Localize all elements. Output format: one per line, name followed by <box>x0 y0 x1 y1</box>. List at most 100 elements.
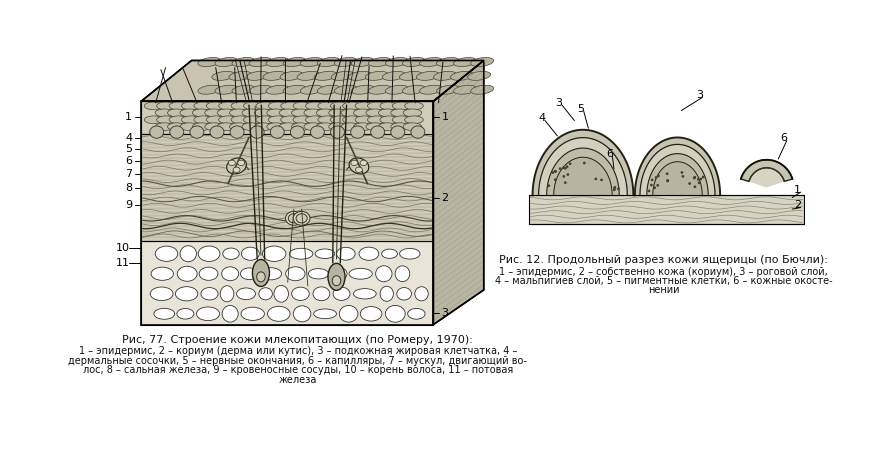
Ellipse shape <box>300 85 324 94</box>
Ellipse shape <box>288 214 299 223</box>
Polygon shape <box>538 138 628 195</box>
Ellipse shape <box>367 116 386 123</box>
Text: 1: 1 <box>794 185 801 195</box>
Ellipse shape <box>417 72 440 80</box>
Ellipse shape <box>382 249 398 258</box>
Ellipse shape <box>232 85 255 94</box>
Ellipse shape <box>260 268 282 280</box>
Ellipse shape <box>397 287 411 300</box>
Text: 1 – эпидермис, 2 – собственно кожа (кориум), 3 – роговой слой,: 1 – эпидермис, 2 – собственно кожа (кори… <box>499 267 828 277</box>
Ellipse shape <box>268 116 287 123</box>
Polygon shape <box>647 154 708 195</box>
Text: 2: 2 <box>442 192 449 202</box>
Polygon shape <box>528 61 804 246</box>
Ellipse shape <box>240 268 257 280</box>
Ellipse shape <box>334 85 358 94</box>
Ellipse shape <box>351 85 375 94</box>
Ellipse shape <box>263 72 286 80</box>
Text: дермальные сосочки, 5 – нервные окончания, 6 – капилляры, 7 – мускул, двигающий : дермальные сосочки, 5 – нервные окончани… <box>68 356 527 366</box>
Text: нении: нении <box>648 285 679 295</box>
Ellipse shape <box>391 123 409 130</box>
Ellipse shape <box>385 57 409 67</box>
Ellipse shape <box>290 248 313 259</box>
Ellipse shape <box>190 126 204 138</box>
Ellipse shape <box>270 126 284 138</box>
Ellipse shape <box>380 286 393 301</box>
Circle shape <box>654 176 657 179</box>
Ellipse shape <box>392 102 411 110</box>
Polygon shape <box>640 145 715 195</box>
Circle shape <box>567 173 569 176</box>
Circle shape <box>553 178 557 181</box>
Circle shape <box>562 167 565 169</box>
Ellipse shape <box>317 57 341 67</box>
Text: 10: 10 <box>115 242 130 252</box>
Ellipse shape <box>383 72 405 80</box>
Circle shape <box>613 187 616 190</box>
Polygon shape <box>141 61 484 101</box>
Ellipse shape <box>181 102 200 110</box>
Ellipse shape <box>375 266 392 282</box>
Circle shape <box>666 179 669 182</box>
Circle shape <box>554 170 557 173</box>
Ellipse shape <box>169 116 188 123</box>
Ellipse shape <box>405 116 423 123</box>
Ellipse shape <box>243 116 262 123</box>
Ellipse shape <box>285 212 302 225</box>
Ellipse shape <box>355 116 374 123</box>
Ellipse shape <box>333 287 350 300</box>
Ellipse shape <box>367 102 386 110</box>
Ellipse shape <box>181 116 200 123</box>
Ellipse shape <box>232 57 255 67</box>
Ellipse shape <box>250 126 264 138</box>
Ellipse shape <box>350 160 358 166</box>
Ellipse shape <box>177 266 197 281</box>
Ellipse shape <box>167 123 186 130</box>
Text: Рис. 12. Продольный разрез кожи ящерицы (по Бючли):: Рис. 12. Продольный разрез кожи ящерицы … <box>499 255 828 265</box>
Polygon shape <box>653 162 702 195</box>
Ellipse shape <box>330 102 349 110</box>
Ellipse shape <box>238 160 245 166</box>
Polygon shape <box>533 130 633 195</box>
Text: 1: 1 <box>442 112 449 122</box>
Ellipse shape <box>451 72 474 80</box>
Text: 8: 8 <box>125 183 132 193</box>
Ellipse shape <box>385 305 405 322</box>
Ellipse shape <box>359 247 379 260</box>
Ellipse shape <box>197 307 220 321</box>
Circle shape <box>617 187 620 190</box>
Ellipse shape <box>405 102 423 110</box>
Circle shape <box>569 162 571 165</box>
Ellipse shape <box>223 248 240 259</box>
Ellipse shape <box>400 72 423 80</box>
Ellipse shape <box>296 214 308 223</box>
Text: 3: 3 <box>555 98 562 108</box>
Ellipse shape <box>266 123 285 130</box>
Circle shape <box>699 178 702 180</box>
Ellipse shape <box>332 268 347 280</box>
Ellipse shape <box>246 72 269 80</box>
Ellipse shape <box>291 126 304 138</box>
Ellipse shape <box>217 109 236 117</box>
Ellipse shape <box>144 116 163 123</box>
Circle shape <box>566 165 569 168</box>
Text: железа: железа <box>279 375 317 385</box>
Ellipse shape <box>293 306 311 322</box>
Ellipse shape <box>283 57 306 67</box>
Ellipse shape <box>194 116 213 123</box>
Ellipse shape <box>281 116 299 123</box>
Ellipse shape <box>268 102 287 110</box>
Circle shape <box>694 176 696 179</box>
Ellipse shape <box>286 267 305 281</box>
Ellipse shape <box>242 109 260 117</box>
Ellipse shape <box>207 102 225 110</box>
Ellipse shape <box>194 102 213 110</box>
Ellipse shape <box>436 85 460 94</box>
Ellipse shape <box>233 167 240 173</box>
Ellipse shape <box>256 116 274 123</box>
Ellipse shape <box>356 167 362 173</box>
Ellipse shape <box>228 160 235 166</box>
Ellipse shape <box>156 246 178 261</box>
Ellipse shape <box>144 102 163 110</box>
Ellipse shape <box>291 123 310 130</box>
